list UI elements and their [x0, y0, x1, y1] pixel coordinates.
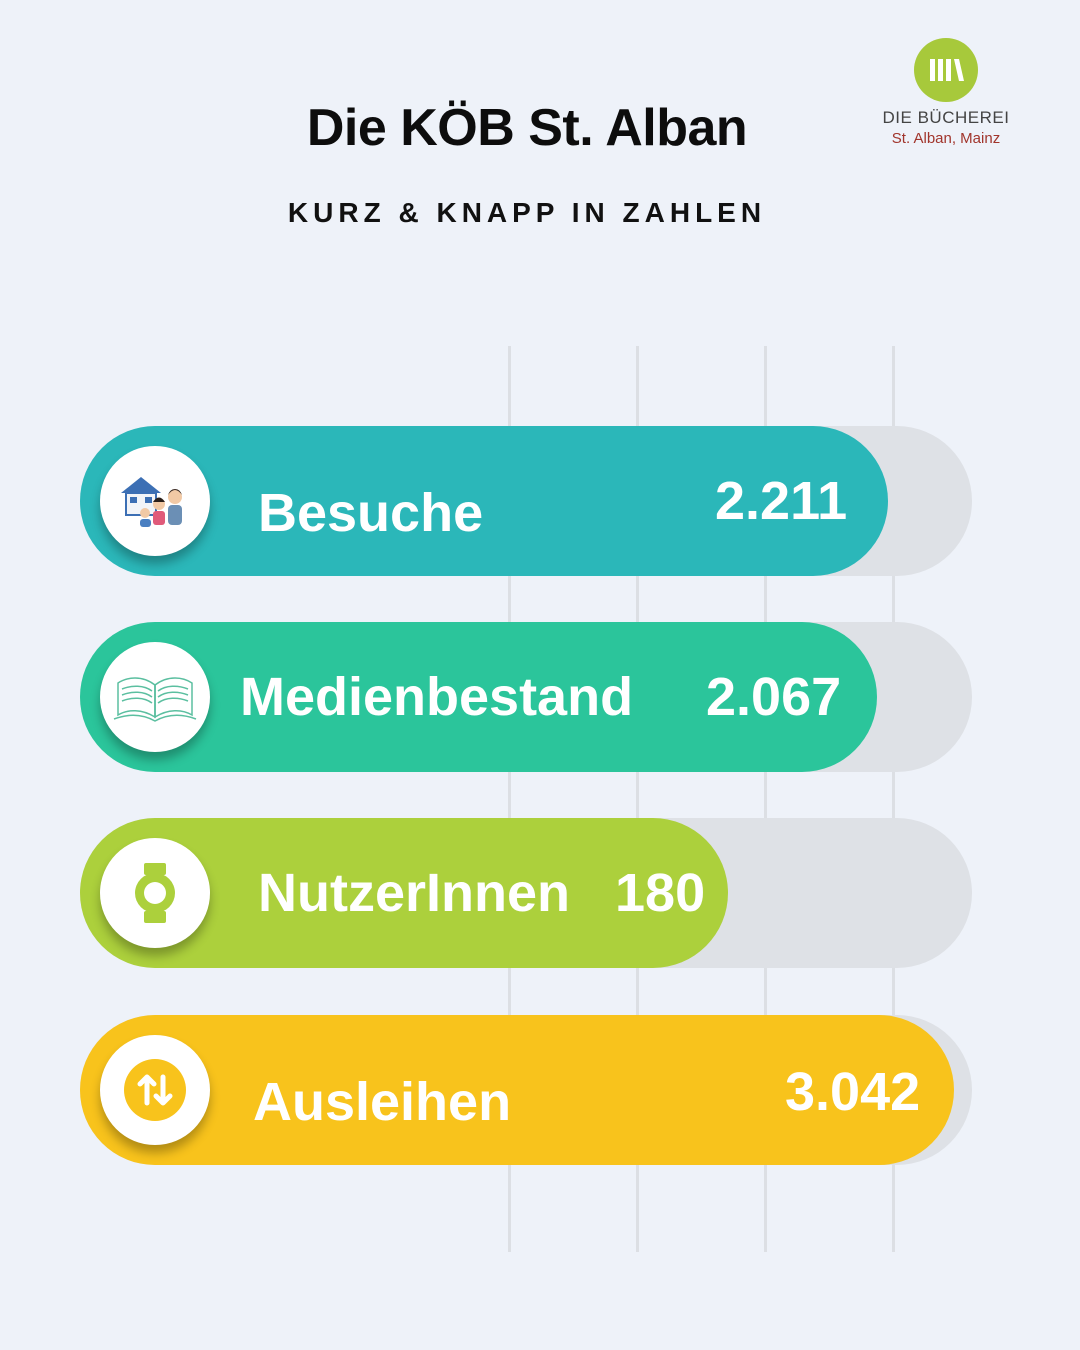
bar-label: Besuche — [258, 483, 484, 543]
swap-arrows-icon — [100, 1035, 210, 1145]
bar-label: NutzerInnen — [258, 863, 571, 923]
bar-value: 3.042 — [785, 1062, 921, 1122]
bar-track: Medienbestand 2.067 — [80, 622, 972, 772]
page-title: Die KÖB St. Alban — [306, 99, 748, 157]
bar-label: Medienbestand — [240, 667, 634, 727]
bar-value: 180 — [615, 863, 706, 923]
bar-track: Besuche 2.211 — [80, 426, 972, 576]
grid-line — [892, 346, 895, 1252]
bar-track: Ausleihen 3.042 — [80, 1015, 972, 1165]
bar-value: 2.067 — [706, 667, 842, 727]
bar-label: Ausleihen — [253, 1072, 512, 1132]
smartwatch-icon — [100, 838, 210, 948]
bar-fill — [80, 1015, 954, 1165]
bar-fill — [80, 622, 877, 772]
logo-line-2: St. Alban, Mainz — [891, 130, 1001, 147]
family-house-icon — [100, 446, 210, 556]
bar-value: 2.211 — [715, 471, 848, 531]
grid-line — [508, 346, 511, 1252]
library-logo: DIE BÜCHEREI St. Alban, Mainz — [876, 38, 1016, 147]
bar-fill — [80, 426, 889, 576]
books-logo-icon — [914, 38, 978, 102]
open-book-icon — [100, 642, 210, 752]
bar-track: NutzerInnen 180 — [80, 818, 972, 968]
page-subtitle: KURZ & KNAPP IN ZAHLEN — [287, 197, 767, 228]
grid-line — [636, 346, 639, 1252]
logo-line-1: DIE BÜCHEREI — [882, 108, 1010, 127]
grid-line — [764, 346, 767, 1252]
